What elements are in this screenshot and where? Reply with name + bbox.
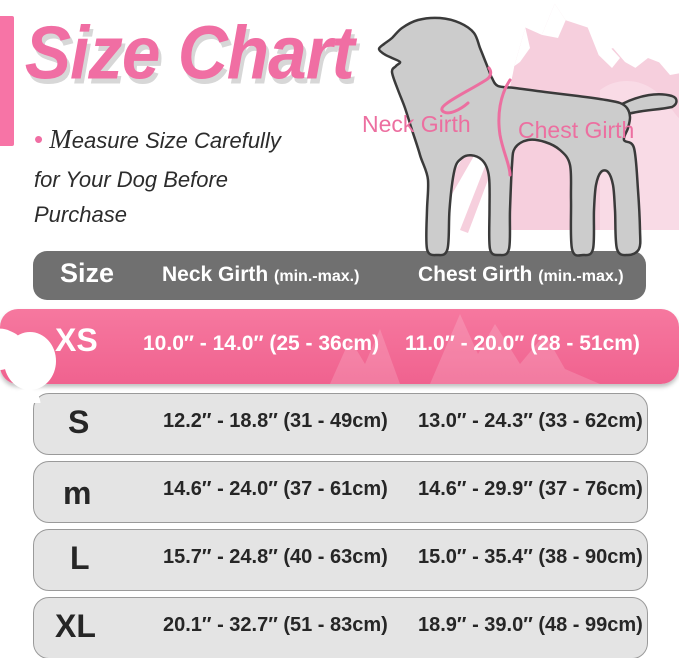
svg-text:Chest Girth: Chest Girth bbox=[518, 117, 634, 143]
svg-text:Neck Girth: Neck Girth bbox=[362, 111, 471, 137]
